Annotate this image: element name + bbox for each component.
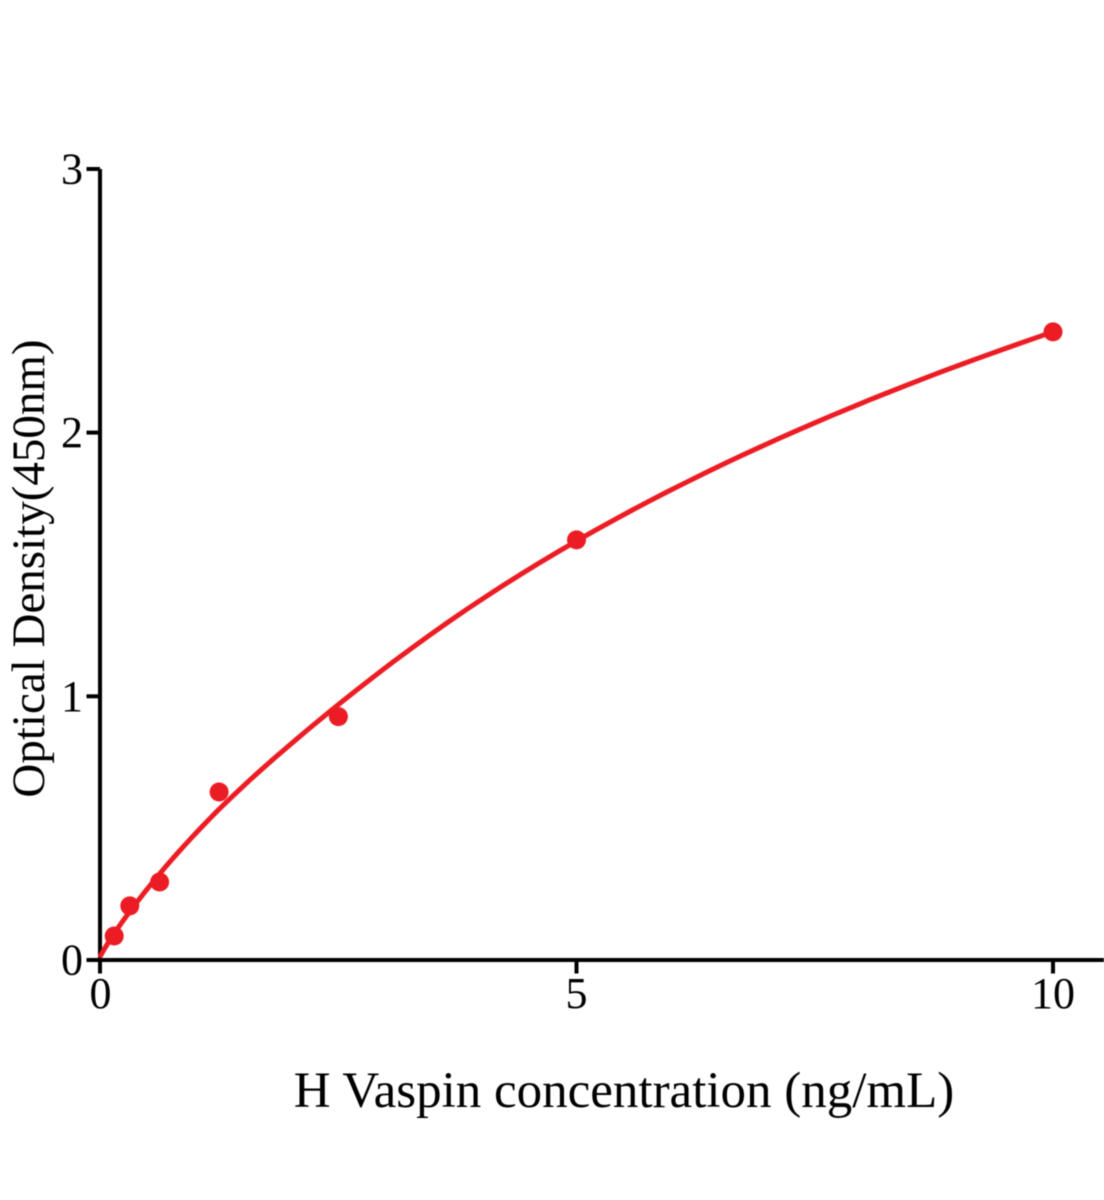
svg-text:0: 0 (61, 936, 83, 985)
svg-text:Optical Density(450nm): Optical Density(450nm) (3, 339, 55, 797)
svg-text:3: 3 (61, 145, 83, 194)
svg-text:2: 2 (61, 408, 83, 457)
svg-text:H Vaspin concentration (ng/mL): H Vaspin concentration (ng/mL) (294, 1063, 955, 1119)
svg-text:5: 5 (566, 969, 588, 1018)
svg-text:0: 0 (90, 969, 112, 1018)
svg-text:10: 10 (1031, 969, 1075, 1018)
svg-text:1: 1 (61, 672, 83, 721)
